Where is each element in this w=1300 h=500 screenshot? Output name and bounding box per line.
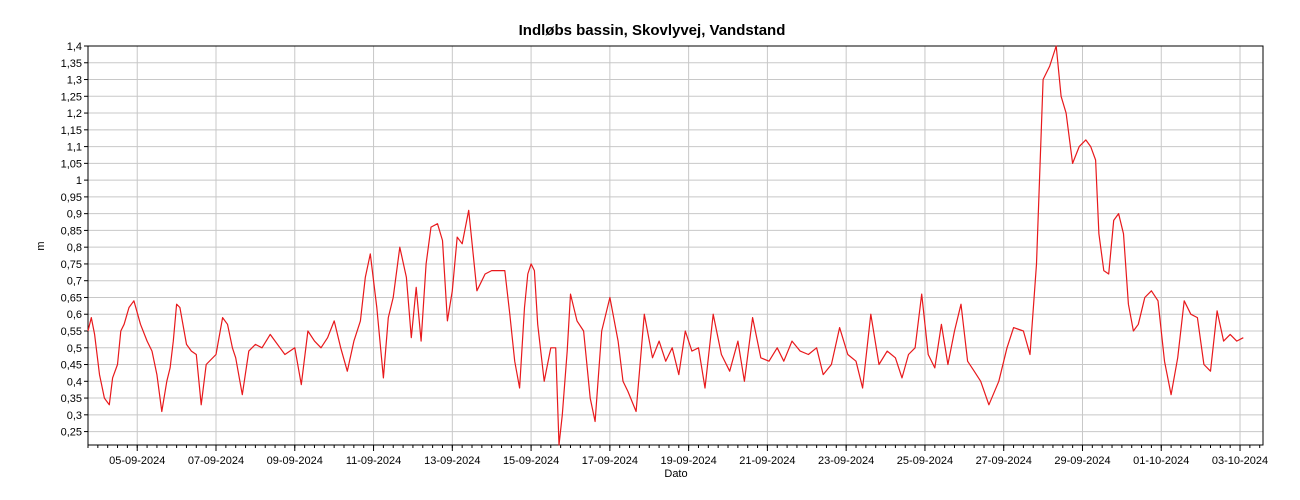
- y-axis-label: m: [35, 241, 47, 250]
- y-tick-label: 1,35: [61, 58, 82, 70]
- x-axis: 05-09-2024 07-09-2024 09-09-2024 11-09-2024…: [87, 445, 1268, 467]
- y-tick-label: 1,25: [61, 91, 82, 103]
- x-tick-label: 29-09-2024: [1054, 455, 1110, 467]
- y-tick-label: 0,95: [61, 192, 82, 204]
- y-tick-label: 1,1: [67, 142, 82, 154]
- y-tick-label: 0,55: [61, 326, 82, 338]
- x-tick-label: 01-10-2024: [1133, 455, 1189, 467]
- y-tick-label: 1,05: [61, 158, 82, 170]
- x-tick-label: 23-09-2024: [818, 455, 874, 467]
- y-axis: 0,25 0,3 0,35 0,4 0,45 0,5 0,55 0,6 0,65 0,7 0,75 0…: [61, 41, 88, 439]
- x-tick-label: 07-09-2024: [188, 455, 244, 467]
- y-tick-label: 0,6: [67, 309, 82, 321]
- x-tick-label: 13-09-2024: [424, 455, 480, 467]
- x-tick-label: 09-09-2024: [267, 455, 323, 467]
- grid: [88, 45, 1263, 445]
- y-tick-label: 0,7: [67, 276, 82, 288]
- y-tick-label: 0,85: [61, 225, 82, 237]
- plot-area-frame: [87, 45, 1264, 446]
- x-tick-label: 25-09-2024: [897, 455, 953, 467]
- y-tick-label: 1,3: [67, 75, 82, 87]
- x-tick-label: 17-09-2024: [582, 455, 638, 467]
- x-tick-label: 21-09-2024: [739, 455, 795, 467]
- x-tick-label: 03-10-2024: [1212, 455, 1268, 467]
- y-tick-label: 0,4: [67, 376, 82, 388]
- y-tick-label: 0,3: [67, 410, 82, 422]
- y-tick-label: 1: [76, 175, 82, 187]
- y-tick-label: 0,35: [61, 393, 82, 405]
- y-tick-label: 0,45: [61, 360, 82, 372]
- y-tick-label: 0,8: [67, 242, 82, 254]
- x-tick-label: 19-09-2024: [660, 455, 716, 467]
- y-tick-label: 1,15: [61, 125, 82, 137]
- y-tick-label: 0,75: [61, 259, 82, 271]
- y-tick-label: 1,2: [67, 108, 82, 120]
- y-tick-label: 0,25: [61, 427, 82, 439]
- y-tick-label: 0,9: [67, 209, 82, 221]
- x-tick-label: 05-09-2024: [109, 455, 165, 467]
- y-tick-label: 1,4: [67, 41, 82, 53]
- y-tick-label: 0,5: [67, 343, 82, 355]
- x-axis-label: Dato: [664, 468, 687, 480]
- x-tick-label: 11-09-2024: [346, 455, 401, 467]
- x-tick-label: 27-09-2024: [976, 455, 1032, 467]
- series-line: [87, 45, 1244, 446]
- y-tick-label: 0,65: [61, 292, 82, 304]
- x-tick-label: 15-09-2024: [503, 455, 559, 467]
- chart-title: Indløbs bassin, Skovlyvej, Vandstand: [519, 22, 786, 39]
